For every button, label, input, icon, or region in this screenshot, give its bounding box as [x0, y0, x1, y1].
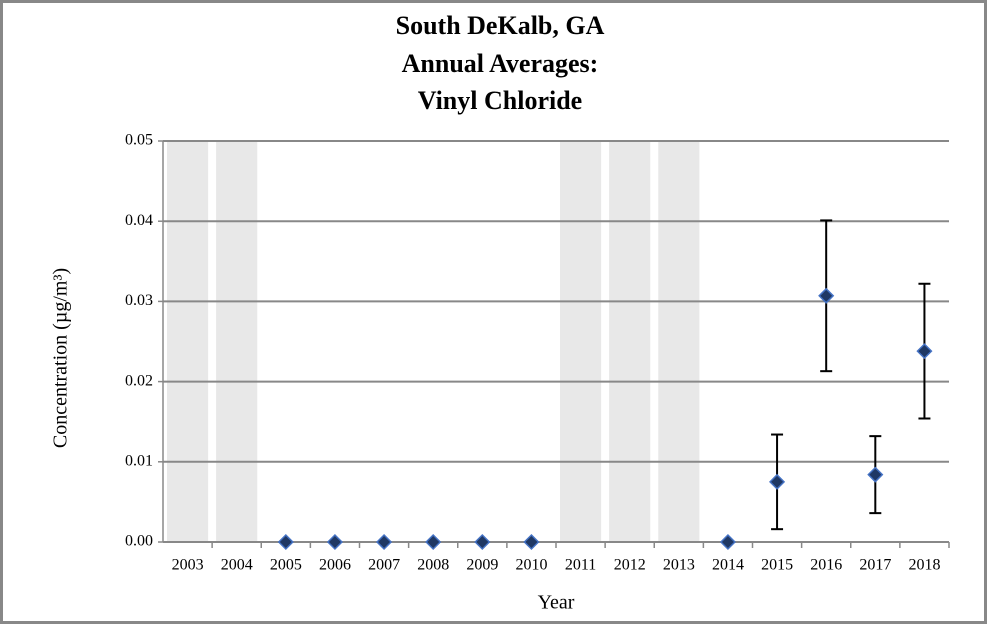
x-tick-label: 2011 — [565, 557, 596, 574]
x-tick-label: 2018 — [908, 557, 940, 574]
data-point — [769, 473, 786, 490]
y-axis-title: Concentration (µg/m³) — [50, 268, 72, 448]
shaded-band — [658, 141, 700, 542]
x-tick-label: 2007 — [368, 557, 400, 574]
shaded-band — [216, 141, 258, 542]
y-tick-label: 0.05 — [125, 132, 153, 149]
x-tick-label: 2016 — [810, 557, 842, 574]
shaded-band — [560, 141, 602, 542]
x-tick-label: 2014 — [712, 557, 744, 574]
data-point — [376, 533, 393, 551]
data-point — [277, 533, 294, 551]
x-tick-label: 2009 — [466, 557, 498, 574]
data-point — [523, 533, 540, 551]
y-tick-label: 0.04 — [125, 212, 153, 229]
x-tick-label: 2006 — [319, 557, 351, 574]
data-point — [474, 533, 491, 551]
y-tick-label: 0.01 — [125, 452, 153, 469]
chart-title: Annual Averages: — [402, 49, 599, 78]
x-tick-label: 2017 — [859, 557, 891, 574]
shaded-band — [609, 141, 651, 542]
chart-title: Vinyl Chloride — [418, 86, 582, 115]
x-tick-label: 2012 — [614, 557, 646, 574]
data-point — [818, 287, 835, 304]
data-point — [425, 533, 442, 551]
x-tick-label: 2013 — [663, 557, 695, 574]
data-point — [326, 533, 343, 551]
data-point — [867, 466, 884, 483]
x-tick-label: 2004 — [221, 557, 253, 574]
data-point — [719, 533, 736, 551]
x-axis-title: Year — [538, 592, 575, 614]
x-tick-label: 2005 — [270, 557, 302, 574]
y-tick-label: 0.02 — [125, 372, 153, 389]
chart-title: South DeKalb, GA — [396, 11, 605, 40]
shaded-band — [167, 141, 209, 542]
x-tick-label: 2010 — [515, 557, 547, 574]
y-tick-label: 0.03 — [125, 292, 153, 309]
x-tick-label: 2008 — [417, 557, 449, 574]
data-point — [916, 343, 933, 360]
y-tick-label: 0.00 — [125, 533, 153, 550]
x-tick-label: 2003 — [172, 557, 204, 574]
x-tick-label: 2015 — [761, 557, 793, 574]
